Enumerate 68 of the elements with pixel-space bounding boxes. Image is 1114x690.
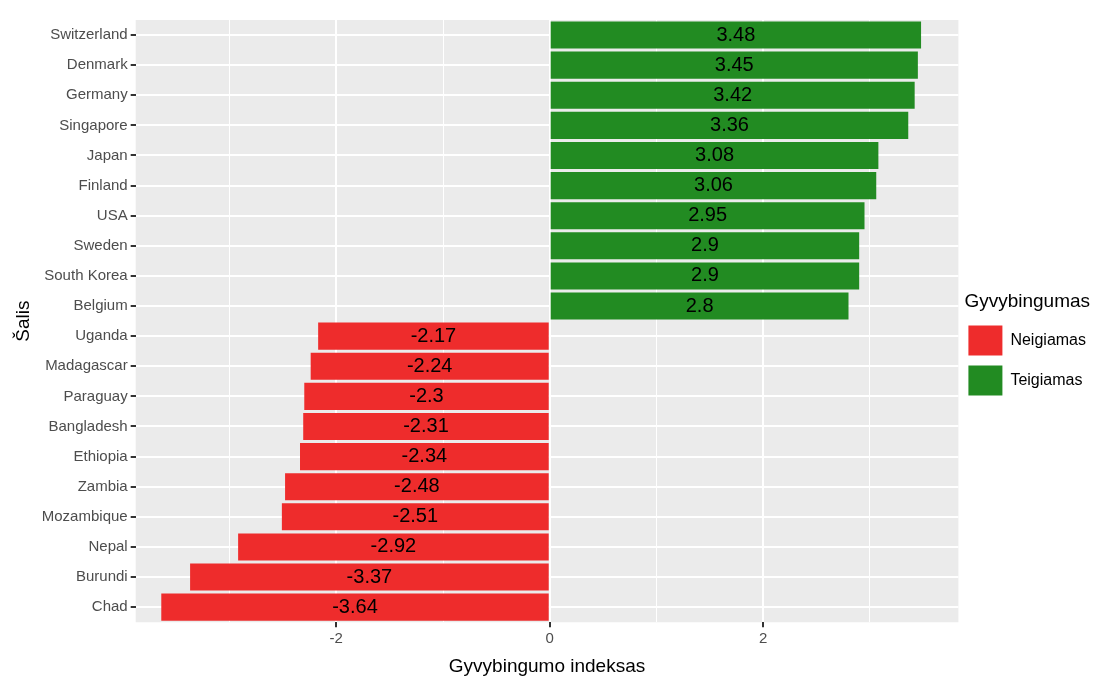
bar: [318, 322, 549, 350]
x-tick-label: 2: [758, 629, 768, 647]
bar: [238, 533, 549, 561]
data-label: 2.8: [685, 293, 714, 316]
data-label: -3.64: [332, 594, 378, 617]
data-label: 3.08: [695, 143, 735, 166]
y-tick-label: Chad: [91, 597, 128, 615]
data-label: -2.31: [403, 414, 449, 436]
data-label: 2.9: [691, 233, 719, 256]
y-tick-label: Japan: [86, 145, 128, 163]
data-label: 3.36: [710, 112, 749, 135]
y-tick-label: Sweden: [73, 235, 128, 253]
y-tick-label: Ethiopia: [73, 446, 129, 464]
data-label: -2.34: [401, 444, 448, 467]
data-label: 3.06: [694, 173, 733, 196]
data-label: -2.51: [392, 504, 439, 527]
bar: [300, 443, 549, 471]
legend-title: Gyvybingumas: [964, 290, 1091, 312]
data-label: -2.24: [406, 353, 453, 376]
bar: [550, 81, 915, 109]
data-label: -3.37: [346, 564, 393, 587]
bar: [161, 593, 549, 621]
data-label: 3.45: [714, 52, 754, 75]
data-label: -2.92: [370, 534, 417, 557]
y-tick-label: Switzerland: [50, 25, 128, 43]
y-tick-label: Bangladesh: [48, 416, 128, 434]
bar: [550, 262, 860, 290]
bar: [310, 352, 549, 380]
bar: [550, 51, 918, 79]
bar: [190, 563, 549, 591]
x-tick-label: -2: [329, 629, 343, 647]
bar: [550, 202, 865, 230]
y-tick-label: Madagascar: [45, 356, 128, 374]
bar: [550, 172, 877, 200]
data-label: -2.17: [410, 323, 457, 346]
y-tick-label: Finland: [78, 175, 128, 193]
data-label: 2.9: [691, 263, 719, 286]
y-tick-label: South Korea: [44, 266, 129, 284]
y-tick-label: Mozambique: [41, 506, 128, 524]
y-tick-label: Denmark: [66, 55, 129, 73]
y-tick-label: Paraguay: [63, 386, 129, 404]
y-tick-label: Zambia: [77, 476, 129, 494]
bar: [281, 503, 549, 531]
y-tick-label: Nepal: [88, 537, 128, 555]
y-tick-label: Belgium: [73, 296, 128, 314]
bar: [550, 141, 879, 170]
legend-label: Teigiamas: [1010, 370, 1083, 388]
data-label: 3.42: [713, 82, 753, 105]
bar: [550, 292, 849, 320]
data-label: -2.3: [409, 383, 444, 406]
y-tick-label: USA: [96, 205, 128, 223]
y-tick-label: Burundi: [75, 567, 128, 585]
y-tick-label: Uganda: [75, 326, 129, 344]
bar: [303, 412, 549, 441]
legend-label: Neigiamas: [1010, 330, 1087, 348]
y-tick-label: Germany: [65, 85, 129, 103]
data-label: 2.95: [688, 203, 728, 226]
x-tick-label: 0: [545, 629, 554, 647]
data-label: -2.48: [394, 474, 440, 497]
bar: [550, 232, 860, 260]
bar: [550, 21, 922, 49]
y-tick-label: Singapore: [59, 115, 128, 133]
bar: [550, 111, 909, 139]
x-axis-title: Gyvybingumo indeksas: [448, 654, 646, 676]
data-label: 3.48: [716, 22, 756, 45]
y-axis-title: Šalis: [11, 300, 33, 342]
bar: [285, 473, 549, 501]
bar: [304, 382, 549, 410]
